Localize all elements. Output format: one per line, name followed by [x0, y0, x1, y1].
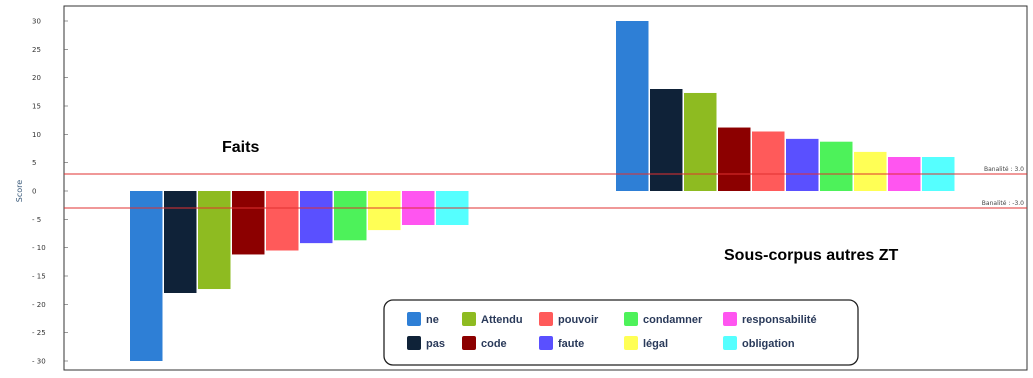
bar-faits-pas [164, 191, 197, 293]
legend-swatch-condamner [624, 312, 638, 326]
legend-swatch-pouvoir [539, 312, 553, 326]
threshold-label-1: Banalité : -3.0 [982, 200, 1024, 207]
threshold-label-0: Banalité : 3.0 [984, 166, 1024, 173]
bar-autres-pouvoir [752, 131, 785, 191]
bar-faits-ne [130, 191, 163, 361]
y-tick-label-5: 5 [32, 159, 36, 167]
legend-label-ne: ne [426, 314, 439, 326]
legend-label-pouvoir: pouvoir [558, 314, 599, 326]
y-axis-label: Score [15, 180, 24, 202]
bar-faits-condamner [334, 191, 367, 241]
bar-faits-Attendu [198, 191, 231, 290]
y-tick-label-8: - 10 [32, 244, 46, 252]
group-label-faits: Faits [222, 139, 259, 156]
legend-label-code: code [481, 338, 507, 350]
y-tick-label-10: - 20 [32, 301, 46, 309]
bar-autres-pas [650, 89, 683, 191]
legend-label-pas: pas [426, 338, 445, 350]
bar-autres-condamner [820, 141, 853, 191]
y-tick-label-1: 25 [32, 46, 41, 54]
legend-swatch-Attendu [462, 312, 476, 326]
y-tick-label-12: - 30 [32, 358, 46, 366]
bar-autres-Attendu [684, 92, 717, 191]
y-tick-label-3: 15 [32, 103, 41, 111]
legend-label-faute: faute [558, 338, 584, 350]
bar-faits-pouvoir [266, 191, 299, 251]
bar-autres-ne [616, 21, 649, 191]
legend-swatch-obligation [723, 336, 737, 350]
group-label-autres: Sous-corpus autres ZT [724, 247, 898, 264]
y-tick-label-6: 0 [32, 188, 36, 196]
bar-autres-faute [786, 138, 819, 191]
bar-autres-légal [854, 151, 887, 191]
legend-box [383, 299, 859, 366]
legend-swatch-pas [407, 336, 421, 350]
legend-swatch-faute [539, 336, 553, 350]
legend-swatch-légal [624, 336, 638, 350]
y-tick-label-4: 10 [32, 131, 41, 139]
legend-swatch-responsabilité [723, 312, 737, 326]
bar-autres-code [718, 127, 751, 191]
y-tick-label-2: 20 [32, 74, 41, 82]
bar-faits-code [232, 191, 265, 255]
legend-swatch-ne [407, 312, 421, 326]
legend-label-Attendu: Attendu [481, 314, 523, 326]
bar-faits-légal [368, 191, 401, 231]
legend-label-obligation: obligation [742, 338, 795, 350]
legend-label-condamner: condamner [643, 314, 703, 326]
y-tick-label-9: - 15 [32, 273, 46, 281]
y-tick-label-7: - 5 [32, 216, 41, 224]
legend-swatch-code [462, 336, 476, 350]
legend-label-légal: légal [643, 338, 668, 350]
legend-label-responsabilité: responsabilité [742, 314, 817, 326]
y-tick-label-0: 30 [32, 18, 41, 26]
bar-faits-faute [300, 191, 333, 244]
y-tick-label-11: - 25 [32, 329, 46, 337]
